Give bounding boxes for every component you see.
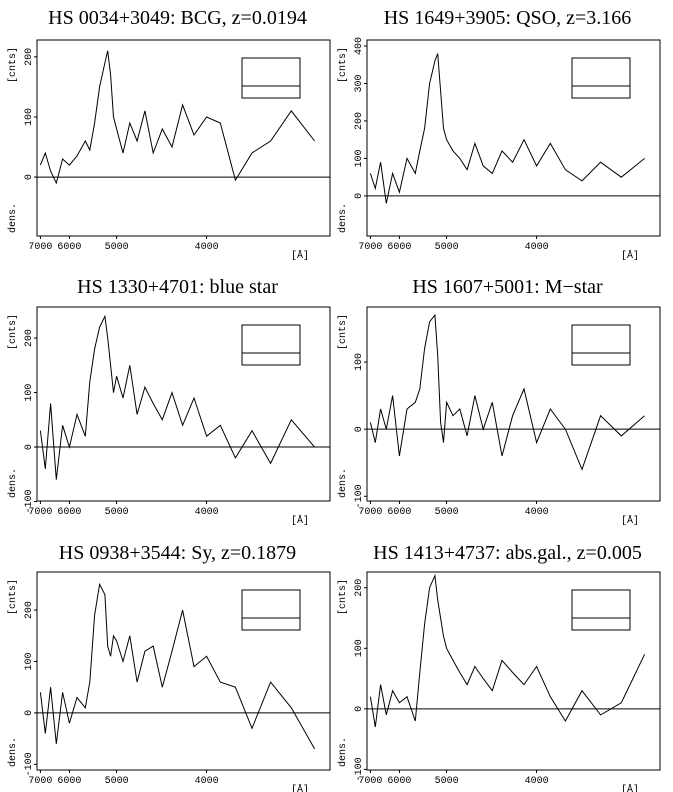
- y-tick-label: -100: [24, 490, 35, 514]
- x-tick-label: 5000: [435, 776, 459, 787]
- x-tick-label: 4000: [195, 776, 219, 787]
- inset-frame: [241, 57, 301, 99]
- chart-title: HS 1330+4701: blue star: [77, 276, 278, 298]
- spectrum-line: [369, 53, 645, 204]
- x-tick-label: 7000: [28, 776, 52, 787]
- y-tick-label: 0: [24, 444, 35, 450]
- y-axis-label: [cnts]: [337, 47, 349, 83]
- y-tick-label: 200: [24, 329, 35, 347]
- x-tick-label: 7000: [358, 242, 382, 253]
- y-tick-label: 200: [24, 601, 35, 619]
- plot-frame: [366, 39, 661, 237]
- y-tick-label: 0: [24, 174, 35, 180]
- x-axis-label: [Å]: [621, 249, 639, 262]
- plot-frame: [36, 571, 331, 771]
- x-tick-label: 4000: [195, 242, 219, 253]
- y-axis-label: dens.: [337, 468, 349, 498]
- x-tick-label: 6000: [57, 776, 81, 787]
- x-tick-label: 5000: [105, 776, 129, 787]
- y-axis-label: dens.: [337, 203, 349, 233]
- chart-title: HS 1607+5001: M−star: [412, 276, 603, 298]
- spectrum-line: [39, 582, 316, 750]
- chart-title: HS 0938+3544: Sy, z=0.1879: [59, 542, 296, 564]
- x-tick-label: 5000: [105, 507, 129, 518]
- y-tick-label: 200: [24, 48, 35, 66]
- inset-frame: [241, 324, 301, 366]
- x-tick-label: 5000: [105, 242, 129, 253]
- x-tick-label: 6000: [387, 242, 411, 253]
- plot-frame: [36, 39, 331, 237]
- x-axis-label: [Å]: [291, 249, 309, 262]
- y-tick-label: 0: [354, 193, 365, 199]
- y-axis-label: dens.: [7, 203, 19, 233]
- chart-title: HS 0034+3049: BCG, z=0.0194: [48, 7, 307, 29]
- y-tick-label: 200: [354, 579, 365, 597]
- x-tick-label: 7000: [28, 242, 52, 253]
- y-tick-label: 100: [354, 149, 365, 167]
- x-axis-label: [Å]: [291, 514, 309, 527]
- x-tick-label: 6000: [387, 507, 411, 518]
- spectrum-line: [39, 314, 315, 480]
- y-tick-label: 0: [24, 710, 35, 716]
- x-tick-label: 7000: [358, 507, 382, 518]
- inset-frame: [571, 57, 631, 99]
- inset-frame: [571, 589, 631, 631]
- plot-frame: [366, 571, 661, 771]
- x-tick-label: 4000: [525, 242, 549, 253]
- x-tick-label: 6000: [387, 776, 411, 787]
- x-tick-label: 6000: [57, 507, 81, 518]
- y-tick-label: 300: [354, 74, 365, 92]
- y-tick-label: 100: [354, 353, 365, 371]
- y-axis-label: dens.: [7, 737, 19, 767]
- inset-frame: [571, 324, 631, 366]
- x-tick-label: 6000: [57, 242, 81, 253]
- plot-frame: [36, 306, 331, 502]
- y-tick-label: 100: [354, 639, 365, 657]
- y-tick-label: 100: [24, 384, 35, 402]
- x-axis-label: [Å]: [621, 514, 639, 527]
- y-tick-label: 400: [354, 37, 365, 55]
- spectrum-line: [369, 573, 646, 728]
- x-tick-label: 7000: [358, 776, 382, 787]
- inset-frame: [241, 589, 301, 631]
- y-tick-label: -100: [354, 757, 365, 781]
- x-tick-label: 4000: [525, 507, 549, 518]
- y-axis-label: dens.: [337, 737, 349, 767]
- y-axis-label: [cnts]: [337, 314, 349, 350]
- y-tick-label: 0: [354, 706, 365, 712]
- y-axis-label: [cnts]: [337, 579, 349, 615]
- x-tick-label: 4000: [195, 507, 219, 518]
- y-tick-label: 100: [24, 652, 35, 670]
- y-axis-label: [cnts]: [7, 47, 19, 83]
- y-tick-label: -100: [24, 752, 35, 776]
- x-tick-label: 5000: [435, 507, 459, 518]
- y-tick-label: 200: [354, 112, 365, 130]
- plot-frame: [366, 306, 661, 502]
- y-axis-label: dens.: [7, 468, 19, 498]
- y-axis-label: [cnts]: [7, 579, 19, 615]
- y-axis-label: [cnts]: [7, 314, 19, 350]
- chart-title: HS 1649+3905: QSO, z=3.166: [384, 7, 632, 29]
- spectrum-line: [369, 313, 645, 471]
- y-tick-label: -100: [354, 484, 365, 508]
- x-tick-label: 7000: [28, 507, 52, 518]
- x-tick-label: 4000: [525, 776, 549, 787]
- x-tick-label: 5000: [435, 242, 459, 253]
- chart-title: HS 1413+4737: abs.gal., z=0.005: [373, 542, 642, 564]
- y-tick-label: 100: [24, 108, 35, 126]
- x-axis-label: [Å]: [621, 783, 639, 792]
- y-tick-label: 0: [354, 426, 365, 432]
- x-axis-label: [Å]: [291, 783, 309, 792]
- spectrum-line: [39, 50, 315, 185]
